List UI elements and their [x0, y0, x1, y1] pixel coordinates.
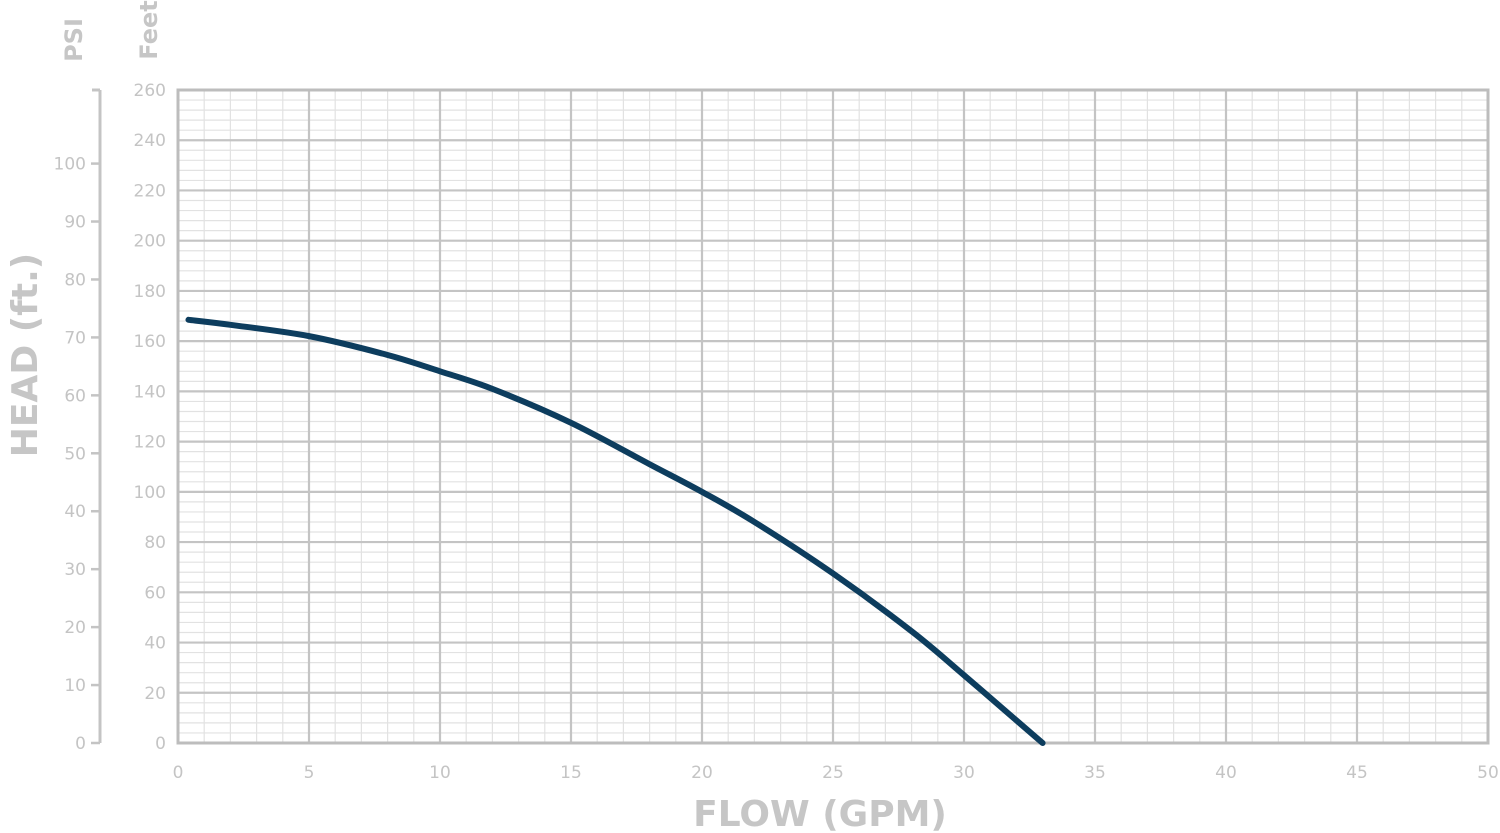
feet-tick-label: 0: [155, 734, 166, 754]
feet-tick-label: 100: [134, 483, 166, 503]
psi-tick-label: 100: [54, 155, 86, 175]
psi-tick-label: 40: [64, 502, 86, 522]
flow-tick-label: 15: [560, 763, 582, 783]
psi-tick-label: 10: [64, 676, 86, 696]
feet-tick-label: 20: [144, 684, 166, 704]
feet-tick-label: 60: [144, 583, 166, 603]
psi-tick-label: 90: [64, 213, 86, 233]
psi-tick-label: 30: [64, 560, 86, 580]
flow-axis-title: FLOW (GPM): [693, 794, 947, 833]
feet-tick-label: 200: [134, 232, 166, 252]
flow-tick-label: 0: [173, 763, 184, 783]
feet-tick-label: 180: [134, 282, 166, 302]
head-axis-title: HEAD (ft.): [5, 253, 46, 457]
feet-tick-label: 120: [134, 433, 166, 453]
feet-tick-label: 160: [134, 332, 166, 352]
psi-axis-title: PSI: [60, 18, 88, 62]
feet-axis-title: Feet: [135, 0, 163, 59]
flow-tick-label: 25: [822, 763, 844, 783]
psi-tick-label: 80: [64, 270, 86, 290]
psi-tick-label: 50: [64, 444, 86, 464]
flow-tick-label: 5: [304, 763, 315, 783]
flow-tick-label: 40: [1215, 763, 1237, 783]
psi-axis: 0 10 20 30 40 50 60 70 80 90 100: [54, 88, 102, 754]
feet-tick-label: 240: [134, 131, 166, 151]
feet-tick-label: 40: [144, 634, 166, 654]
plot-frame: [176, 88, 1490, 745]
flow-tick-label: 20: [691, 763, 713, 783]
major-gridlines: [176, 88, 1490, 745]
flow-tick-label: 45: [1346, 763, 1368, 783]
feet-tick-label: 220: [134, 181, 166, 201]
feet-tick-label: 260: [134, 81, 166, 101]
flow-tick-label: 35: [1084, 763, 1106, 783]
feet-tick-labels: 0 20 40 60 80 100 120 140 160 180 200 220 240 260: [134, 81, 166, 754]
psi-tick-label: 60: [64, 386, 86, 406]
pump-curve-line: [185, 316, 1046, 746]
feet-tick-label: 140: [134, 382, 166, 402]
flow-tick-label: 10: [429, 763, 451, 783]
flow-tick-label: 50: [1477, 763, 1499, 783]
flow-tick-label: 30: [953, 763, 975, 783]
feet-tick-label: 80: [144, 533, 166, 553]
psi-tick-label: 70: [64, 328, 86, 348]
psi-tick-label: 20: [64, 618, 86, 638]
psi-tick-label: 0: [75, 734, 86, 754]
flow-tick-labels: 0 5 10 15 20 25 30 35 40 45 50: [173, 763, 1499, 783]
